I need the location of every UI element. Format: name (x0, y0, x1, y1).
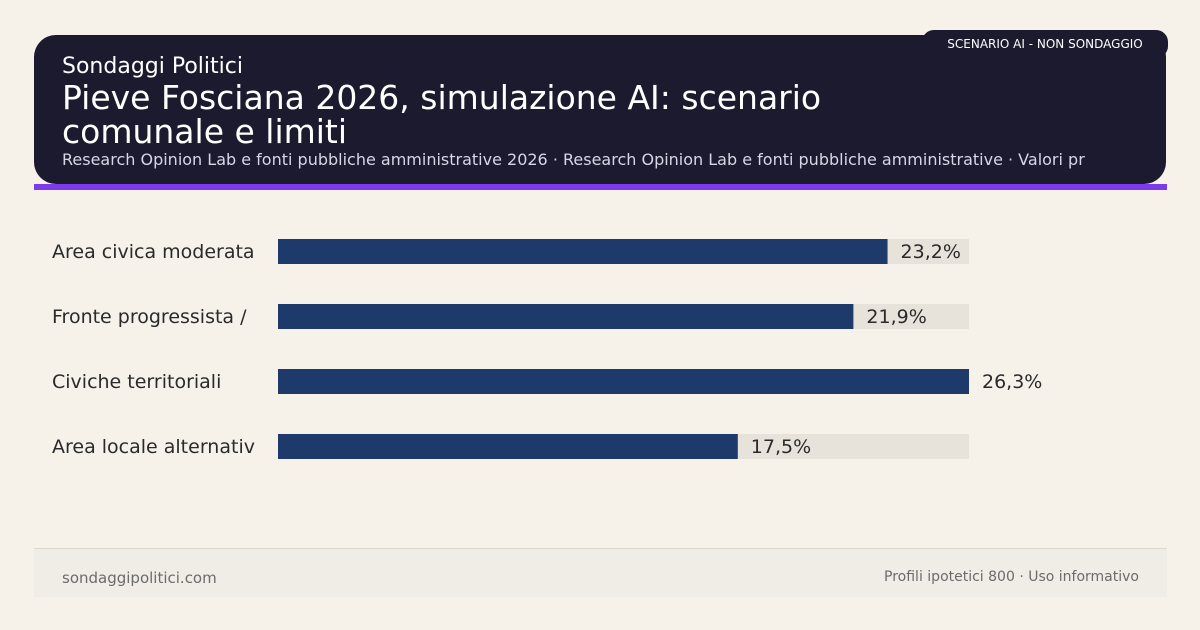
footer: sondaggipolitici.com Profili ipotetici 8… (34, 548, 1167, 597)
footer-site: sondaggipolitici.com (62, 569, 217, 587)
bar (278, 304, 854, 329)
scenario-badge: SCENARIO AI - NON SONDAGGIO (922, 30, 1168, 58)
footer-note: Profili ipotetici 800 · Uso informativo (884, 569, 1139, 585)
bar (278, 369, 969, 394)
value-label: 26,3% (982, 371, 1042, 393)
chart-title: Pieve Fosciana 2026, simulazione AI: sce… (62, 78, 822, 151)
category-label: Area civica moderata (52, 241, 255, 263)
accent-line (34, 184, 1167, 190)
brand-name: Sondaggi Politici (62, 54, 243, 79)
bar (278, 239, 888, 264)
category-label: Fronte progressista / (52, 306, 247, 328)
value-label: 21,9% (866, 306, 926, 328)
category-label: Civiche territoriali (52, 371, 221, 393)
chart-subtitle: Research Opinion Lab e fonti pubbliche a… (62, 150, 1085, 169)
value-label: 23,2% (901, 241, 961, 263)
category-label: Area locale alternativ (52, 436, 255, 458)
header-banner: Sondaggi Politici Pieve Fosciana 2026, s… (34, 35, 1166, 184)
value-label: 17,5% (751, 436, 811, 458)
bar (278, 434, 738, 459)
